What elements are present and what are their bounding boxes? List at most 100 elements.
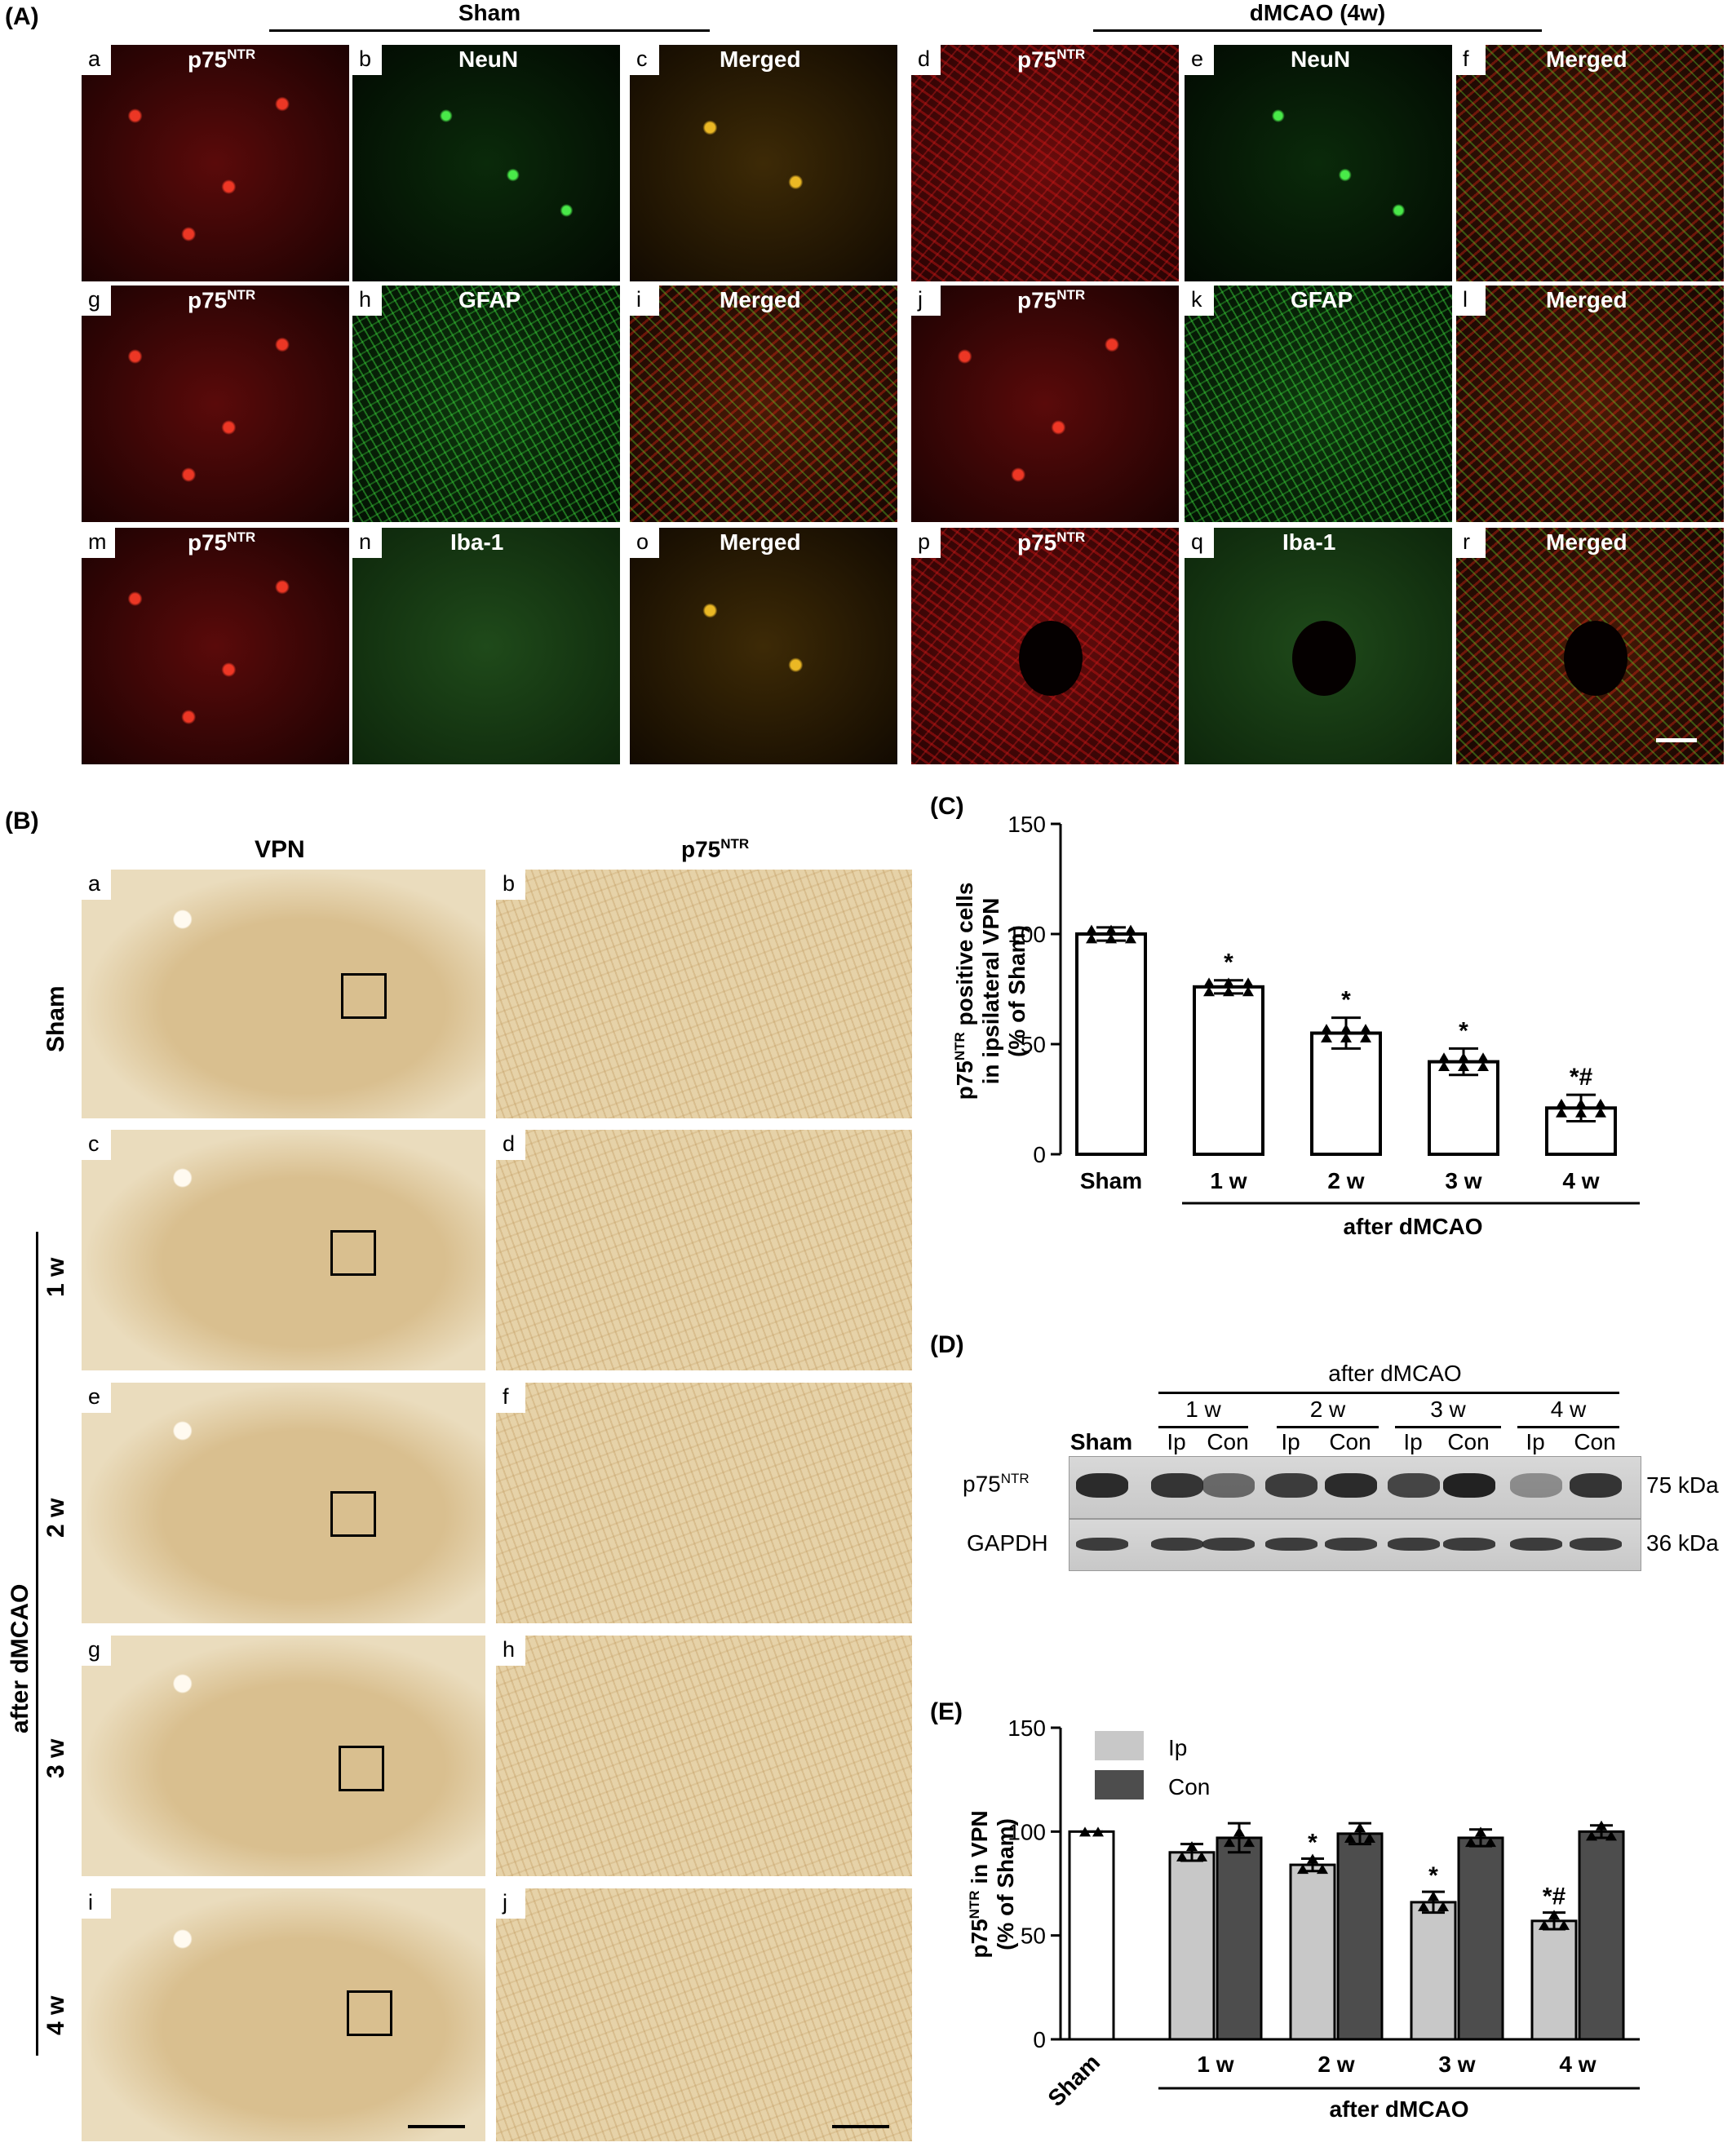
panel-letter-d: d <box>911 45 941 75</box>
y-axis-label-line3: (% of Sham) <box>1004 925 1030 1057</box>
data-point <box>1558 1919 1570 1930</box>
marker-label-l: Merged <box>1546 287 1628 312</box>
data-point <box>1086 933 1097 944</box>
inset-box-e <box>330 1491 376 1537</box>
data-point <box>1556 1107 1567 1118</box>
marker-label-i: Merged <box>720 287 801 312</box>
group-label: after dMCAO <box>1329 2096 1468 2122</box>
gapdh-band-7 <box>1510 1538 1562 1551</box>
micrograph-e: e NeuN <box>1185 45 1452 281</box>
panel-letter-n: n <box>352 528 382 558</box>
bar-Ip-2w <box>1289 1863 1336 2041</box>
panel-letter-e: e <box>82 1383 111 1413</box>
marker-label-c: Merged <box>720 46 801 72</box>
panel-letter-q: q <box>1185 528 1214 558</box>
y-tick-label: 50 <box>1021 1032 1046 1057</box>
data-point <box>1203 977 1215 988</box>
inset-box-i <box>347 1990 392 2036</box>
vpn-image-e: e <box>82 1383 485 1623</box>
micrograph-c: c Merged <box>630 45 897 281</box>
micrograph-h: h GFAP <box>352 286 620 522</box>
marker-label-q: Iba-1 <box>1282 529 1336 555</box>
y-tick-label: 150 <box>1008 1715 1046 1741</box>
panel-letter-g: g <box>82 1636 111 1666</box>
blot-gapdh <box>1069 1519 1641 1571</box>
x-tick-label: 3 w <box>1438 2052 1475 2077</box>
significance-mark: * <box>1224 950 1233 976</box>
group-line-dmcao <box>1093 29 1542 32</box>
significance-mark: *# <box>1543 1884 1566 1910</box>
data-point <box>1477 1052 1489 1063</box>
data-point <box>1243 1837 1255 1848</box>
blot-lane-label-8: Con <box>1574 1429 1616 1454</box>
p75-zoom-image-j: j <box>496 1888 912 2141</box>
blot-week-4: 4 w <box>1550 1397 1587 1422</box>
panel-letter-b: b <box>352 45 382 75</box>
bar-Ip-4w <box>1530 1919 1578 2041</box>
gapdh-band-4 <box>1325 1538 1377 1551</box>
data-point <box>1176 1851 1188 1861</box>
bar-Sham <box>1075 932 1147 1156</box>
marker-label-b: NeuN <box>458 46 519 72</box>
p75-zoom-image-d: d <box>496 1130 912 1370</box>
data-point <box>1223 977 1234 988</box>
y-tick-label: 150 <box>1008 812 1046 837</box>
inset-box-c <box>330 1230 376 1276</box>
y-axis-label-line2: in ipsilateral VPN <box>978 898 1003 1085</box>
y-tick-label: 50 <box>1021 1923 1046 1949</box>
gapdh-band-5 <box>1388 1538 1440 1551</box>
data-point <box>1125 924 1136 935</box>
panel-letter-j: j <box>496 1888 525 1919</box>
p75-zoom-image-b: b <box>496 870 912 1118</box>
inset-box-a <box>341 973 387 1019</box>
p75-band-2 <box>1202 1473 1255 1498</box>
x-tick-label-sham: Sham <box>1043 2049 1105 2111</box>
blot-lane-label-2: Con <box>1207 1429 1249 1454</box>
marker-label-e: NeuN <box>1291 46 1351 72</box>
side-label-after-dmcao: after dMCAO <box>7 1583 33 1733</box>
micrograph-p: p p75NTR <box>911 528 1179 764</box>
blot-week-3: 3 w <box>1430 1397 1466 1422</box>
micrograph-m: m p75NTR <box>82 528 349 764</box>
data-point <box>1242 977 1254 988</box>
p75-band-3 <box>1265 1473 1318 1498</box>
section-e-label: (E) <box>930 1698 963 1725</box>
marker-label-h: GFAP <box>458 287 521 312</box>
legend-label-Con: Con <box>1168 1774 1210 1799</box>
data-point <box>1233 1826 1245 1837</box>
panel-letter-a: a <box>82 45 111 75</box>
data-point <box>1605 1830 1617 1841</box>
data-point <box>1539 1919 1550 1930</box>
data-point <box>1428 1891 1439 1901</box>
data-point <box>1418 1901 1429 1912</box>
micrograph-a: a p75NTR <box>82 45 349 281</box>
data-point <box>1595 1107 1606 1118</box>
scale-bar-a <box>1656 738 1697 742</box>
data-point <box>1125 933 1136 944</box>
gapdh-band-2 <box>1202 1538 1255 1551</box>
bar-Con-4w <box>1578 1830 1625 2041</box>
panel-letter-a: a <box>82 870 111 900</box>
marker-label-k: GFAP <box>1291 287 1353 312</box>
significance-mark: * <box>1341 987 1351 1014</box>
p75-zoom-image-f: f <box>496 1383 912 1623</box>
row-label-2w: 2 w <box>42 1498 69 1538</box>
blot-week-line-2 <box>1277 1426 1379 1428</box>
blot-lane-label-4: Con <box>1329 1429 1371 1454</box>
marker-label-p: p75NTR <box>1017 529 1086 556</box>
legend-swatch-Ip <box>1095 1731 1144 1760</box>
data-point <box>1196 1851 1207 1861</box>
panel-letter-h: h <box>352 286 382 316</box>
micrograph-b: b NeuN <box>352 45 620 281</box>
blot-lane-label-0: Sham <box>1070 1429 1133 1454</box>
data-point <box>1458 1052 1469 1063</box>
blot-lane-label-3: Ip <box>1281 1429 1300 1454</box>
p75-band-5 <box>1388 1473 1440 1498</box>
scale-bar-zoom <box>832 2125 889 2128</box>
panel-letter-g: g <box>82 286 111 316</box>
micrograph-g: g p75NTR <box>82 286 349 522</box>
panel-letter-p: p <box>911 528 941 558</box>
gapdh-band-8 <box>1570 1538 1622 1551</box>
data-point <box>1340 1024 1352 1034</box>
panel-letter-c: c <box>82 1130 111 1160</box>
